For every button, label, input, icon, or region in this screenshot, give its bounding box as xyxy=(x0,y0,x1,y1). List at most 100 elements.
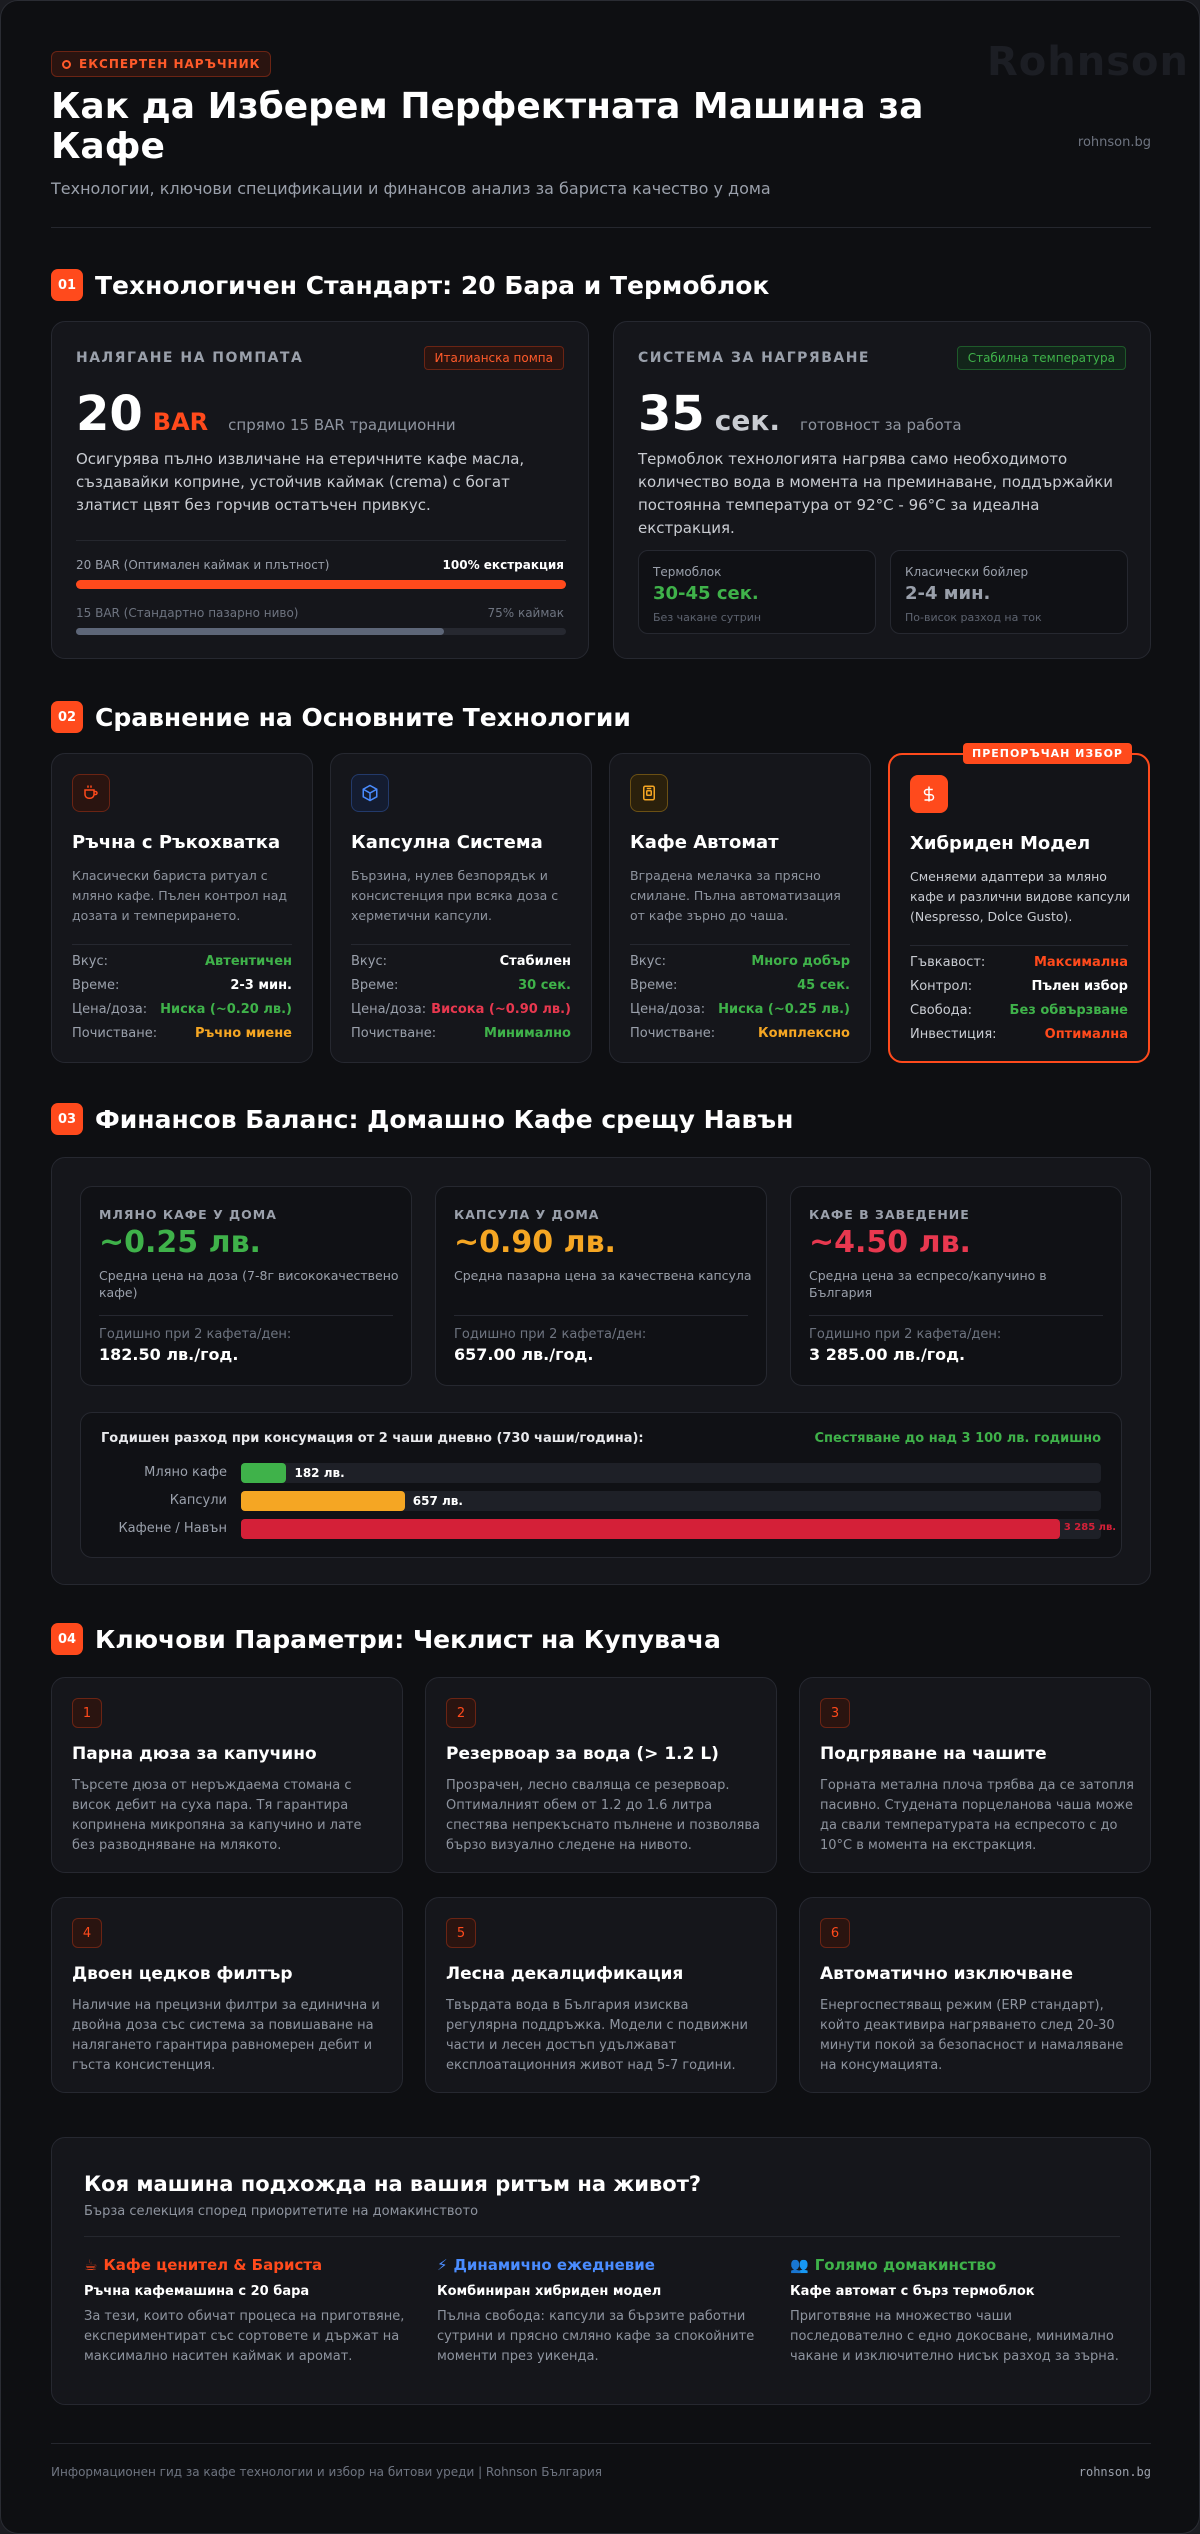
checklist-title: Двоен цедков филтър xyxy=(72,1964,293,1984)
tech-card-capsule[interactable]: Капсулна Система Бързина, нулев безпоряд… xyxy=(330,753,592,1063)
lifestyle-option-machine: Кафе автомат с бърз термоблок xyxy=(790,2284,1035,2299)
lifestyle-option-dynamic[interactable]: ⚡ Динамично ежедневие Комбиниран хибриде… xyxy=(437,2256,767,2367)
finance-desc: Средна цена на доза (7-8г висококачестве… xyxy=(99,1268,399,1300)
heating-card: СИСТЕМА ЗА НАГРЯВАНЕ Стабилна температур… xyxy=(613,321,1151,659)
chart-bar-row: Мляно кафе 182 лв. xyxy=(101,1463,1101,1483)
tech-card-hybrid[interactable]: ПРЕПОРЪЧАН ИЗБОР Хибриден Модел Сменяеми… xyxy=(888,743,1150,1063)
tech-card-automat[interactable]: Кафе Автомат Вградена мелачка за прясно … xyxy=(609,753,871,1063)
thermoblock-value: 30-45 сек. xyxy=(653,583,759,604)
tech-row-investment: Инвестиция: Оптимална xyxy=(910,1027,1128,1042)
page-subtitle: Технологии, ключови спецификации и финан… xyxy=(51,179,771,198)
finance-panel: МЛЯНО КАФЕ У ДОМА ~0.25 лв. Средна цена … xyxy=(51,1157,1151,1585)
tech-divider xyxy=(630,944,850,945)
tech-card-manual[interactable]: Ръчна с Ръкохватка Класически бариста ри… xyxy=(51,753,313,1063)
checklist-desc: Търсете дюза от неръждаема стомана с вис… xyxy=(72,1778,362,1853)
lifestyle-title: Коя машина подхожда на вашия ритъм на жи… xyxy=(84,2172,702,2196)
checklist-item: 5 Лесна декалцификация Твърдата вода в Б… xyxy=(425,1897,777,2093)
thermoblock-option: Термоблок 30-45 сек. Без чакане сутрин xyxy=(638,550,876,634)
finance-caption: КАПСУЛА У ДОМА xyxy=(454,1207,600,1222)
pump-card: НАЛЯГАНЕ НА ПОМПАТА Италианска помпа 20 … xyxy=(51,321,589,659)
pump-value-row: 20 BAR спрямо 15 BAR традиционни xyxy=(76,386,456,442)
finance-yearly-label: Годишно при 2 кафета/ден: xyxy=(99,1327,292,1342)
finance-value: ~0.90 лв. xyxy=(454,1225,616,1260)
heating-value-row: 35 сек. готовност за работа xyxy=(638,386,962,442)
finance-card-capsule: КАПСУЛА У ДОМА ~0.90 лв. Средна пазарна … xyxy=(435,1186,767,1386)
dollar-icon xyxy=(910,775,948,813)
finance-yearly-value: 657.00 лв./год. xyxy=(454,1345,594,1364)
finance-yearly-value: 182.50 лв./год. xyxy=(99,1345,239,1364)
section-3-header: 03 Финансов Баланс: Домашно Кафе срещу Н… xyxy=(51,1103,793,1135)
tech-desc: Сменяеми адаптери за мляно кафе и различ… xyxy=(910,869,1131,924)
chart-value-label: 657 лв. xyxy=(412,1494,463,1508)
tech-desc: Класически бариста ритуал с мляно кафе. … xyxy=(72,868,287,923)
finance-desc: Средна пазарна цена за качествена капсул… xyxy=(454,1268,752,1283)
checklist-item: 3 Подгряване на чашите Горната метална п… xyxy=(799,1677,1151,1873)
checklist-item: 2 Резервоар за вода (> 1.2 L) Прозрачен,… xyxy=(425,1677,777,1873)
finance-caption: МЛЯНО КАФЕ У ДОМА xyxy=(99,1207,277,1222)
finance-divider xyxy=(454,1315,748,1316)
tech-row-taste: Вкус: Много добър xyxy=(630,954,850,969)
heating-unit: сек. xyxy=(714,404,781,437)
section-1-number: 01 xyxy=(51,269,83,301)
pump-bar-2-fill xyxy=(76,628,444,635)
people-icon: 👥 xyxy=(790,2256,809,2274)
boiler-name: Класически бойлер xyxy=(905,565,1029,579)
heating-caption: СИСТЕМА ЗА НАГРЯВАНЕ xyxy=(638,350,870,366)
tech-divider xyxy=(351,944,571,945)
lifestyle-option-machine: Ръчна кафемашина с 20 бара xyxy=(84,2284,310,2299)
lifestyle-option-household[interactable]: 👥 Голямо домакинство Кафе автомат с бърз… xyxy=(790,2256,1120,2367)
finance-divider xyxy=(99,1315,393,1316)
chart-value-label: 182 лв. xyxy=(294,1466,345,1480)
checklist-number: 2 xyxy=(446,1698,476,1728)
lifestyle-option-desc: Пълна свобода: капсули за бързите работн… xyxy=(437,2309,755,2364)
chart-bar-row: Кафене / Навън 3 285 лв. xyxy=(101,1519,1116,1539)
heating-note: готовност за работа xyxy=(800,416,962,434)
lifestyle-option-desc: Приготвяне на множество чаши последовате… xyxy=(790,2309,1119,2364)
recommended-badge: ПРЕПОРЪЧАН ИЗБОР xyxy=(963,743,1132,764)
chart-bar-track: 3 285 лв. xyxy=(241,1519,1116,1539)
brand-url[interactable]: rohnson.bg xyxy=(1077,135,1151,150)
footer-url[interactable]: rohnson.bg xyxy=(1078,2465,1151,2479)
checklist-title: Лесна декалцификация xyxy=(446,1964,684,1984)
checklist-number: 1 xyxy=(72,1698,102,1728)
chart-bar-row: Капсули 657 лв. xyxy=(101,1491,1101,1511)
tech-row-cleaning: Почистване: Минимално xyxy=(351,1026,571,1041)
section-2-number: 02 xyxy=(51,701,83,733)
checklist-desc: Прозрачен, лесно сваляща се резервоар. О… xyxy=(446,1778,760,1853)
pump-bar-2-track xyxy=(76,628,566,635)
header-divider xyxy=(51,227,1151,228)
pump-bar-2-value: 75% каймак xyxy=(487,606,564,620)
boiler-note: По-висок разход на ток xyxy=(905,611,1042,624)
tech-row-time: Време: 30 сек. xyxy=(351,978,571,993)
lifestyle-option-barista[interactable]: ☕ Кафе ценител & Бариста Ръчна кафемашин… xyxy=(84,2256,414,2367)
tech-row-control: Контрол: Пълен избор xyxy=(910,979,1128,994)
pump-bar-1-value: 100% екстракция xyxy=(442,558,564,572)
checklist-desc: Твърдата вода в България изисква регуляр… xyxy=(446,1998,748,2073)
cube-icon xyxy=(351,774,389,812)
chart-bar xyxy=(241,1519,1060,1539)
expert-badge-label: ЕКСПЕРТЕН НАРЪЧНИК xyxy=(79,57,261,71)
chart-savings: Спестяване до над 3 100 лв. годишно xyxy=(814,1431,1101,1446)
tech-name: Ръчна с Ръкохватка xyxy=(72,832,281,853)
section-4-number: 04 xyxy=(51,1623,83,1655)
section-1-header: 01 Технологичен Стандарт: 20 Бара и Терм… xyxy=(51,269,769,301)
chart-category-label: Капсули xyxy=(169,1493,227,1508)
pump-text: Осигурява пълно извличане на етеричните … xyxy=(76,450,525,514)
lifestyle-subtitle: Бърза селекция според приоритетите на до… xyxy=(84,2204,479,2219)
section-4-header: 04 Ключови Параметри: Чеклист на Купувач… xyxy=(51,1623,721,1655)
thermoblock-note: Без чакане сутрин xyxy=(653,611,762,624)
pump-value: 20 xyxy=(76,386,143,442)
tech-cards: Ръчна с Ръкохватка Класически бариста ри… xyxy=(51,743,1151,1065)
finance-divider xyxy=(809,1315,1103,1316)
tech-row-price: Цена/доза: Висока (~0.90 лв.) xyxy=(351,1002,571,1017)
tech-name: Капсулна Система xyxy=(351,832,543,853)
finance-yearly-value: 3 285.00 лв./год. xyxy=(809,1345,966,1364)
checklist-item: 6 Автоматично изключване Енергоспестяващ… xyxy=(799,1897,1151,2093)
tech-row-taste: Вкус: Стабилен xyxy=(351,954,571,969)
section-3-title: Финансов Баланс: Домашно Кафе срещу Навъ… xyxy=(95,1104,794,1134)
heating-value: 35 xyxy=(638,386,705,442)
tech-divider xyxy=(910,945,1128,946)
finance-caption: КАФЕ В ЗАВЕДЕНИЕ xyxy=(809,1207,970,1222)
coffee-icon: ☕ xyxy=(84,2256,98,2274)
cup-icon xyxy=(72,774,110,812)
